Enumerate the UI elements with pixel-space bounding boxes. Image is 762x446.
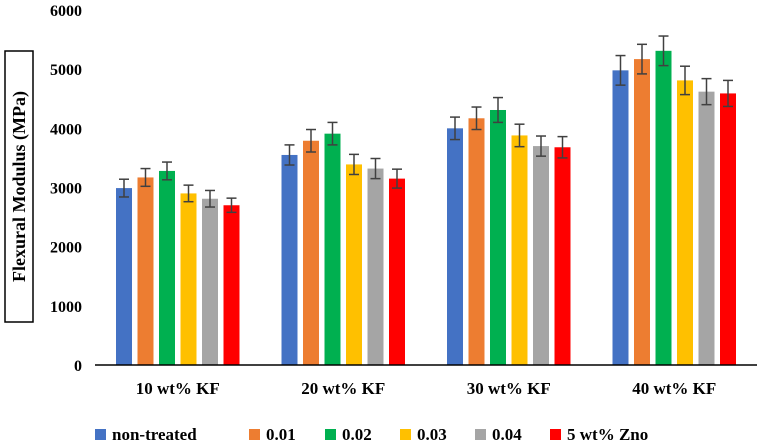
error-bar xyxy=(349,153,359,176)
error-bar xyxy=(284,144,295,166)
bar xyxy=(447,128,463,365)
bar xyxy=(720,93,736,366)
legend-swatch xyxy=(95,429,106,440)
error-bar xyxy=(119,178,129,198)
y-tick-label: 5000 xyxy=(50,62,82,79)
bar xyxy=(223,205,240,365)
error-bar xyxy=(637,43,647,75)
error-bar xyxy=(306,128,316,153)
legend-item: non-treated xyxy=(95,425,197,444)
error-bar xyxy=(680,65,690,96)
bar xyxy=(698,91,715,366)
category-label: 20 wt% KF xyxy=(301,379,385,398)
error-bar xyxy=(183,184,194,203)
category-labels: 10 wt% KF 20 wt% KF 30 wt% KF 40 wt% KF xyxy=(136,379,717,398)
bar xyxy=(533,146,549,365)
category-label: 10 wt% KF xyxy=(136,379,220,398)
error-bar xyxy=(450,116,460,141)
error-bar xyxy=(327,121,338,146)
legend-item: 0.04 xyxy=(475,425,522,444)
legend-swatch xyxy=(249,429,260,440)
error-bar xyxy=(162,161,172,181)
legend-swatch xyxy=(400,429,411,440)
legend-label: non-treated xyxy=(112,425,197,444)
y-tick-label: 3000 xyxy=(50,181,82,198)
legend-item: 0.03 xyxy=(400,425,447,444)
error-bar xyxy=(514,123,525,148)
legend-swatch xyxy=(325,429,336,440)
error-bar xyxy=(471,106,482,131)
bar xyxy=(490,109,506,365)
legend-swatch xyxy=(550,429,561,440)
legend-item: 0.02 xyxy=(325,425,372,444)
error-bar-group xyxy=(119,35,733,214)
bar xyxy=(202,198,218,365)
legend-label: 5 wt% Zno xyxy=(567,425,648,444)
bar-series-group xyxy=(116,50,736,366)
error-bar xyxy=(701,77,712,106)
bar xyxy=(137,177,154,365)
bar xyxy=(677,80,693,366)
legend-label: 0.03 xyxy=(417,425,447,444)
error-bar xyxy=(226,197,237,214)
error-bar xyxy=(205,189,215,208)
bar xyxy=(367,168,384,365)
error-bar xyxy=(557,135,568,159)
legend-label: 0.02 xyxy=(342,425,372,444)
y-axis-title-text: Flexural Modulus (MPa) xyxy=(9,91,30,282)
legend-item: 5 wt% Zno xyxy=(550,425,648,444)
error-bar xyxy=(658,35,669,67)
bar xyxy=(303,140,319,365)
error-bar xyxy=(493,96,503,124)
error-bar xyxy=(723,79,733,108)
y-tick-label: 1000 xyxy=(50,299,82,316)
bar xyxy=(511,135,528,365)
y-axis-ticks: 0 1000 2000 3000 4000 5000 6000 xyxy=(50,3,82,375)
legend-label: 0.01 xyxy=(266,425,296,444)
y-tick-label: 0 xyxy=(74,358,82,375)
y-axis-title: Flexural Modulus (MPa) xyxy=(4,50,34,323)
y-axis-title-box xyxy=(4,50,34,323)
y-tick-label: 6000 xyxy=(50,3,82,20)
legend: non-treated 0.01 0.02 0.03 0.04 5 wt% Zno xyxy=(95,425,648,444)
bar xyxy=(634,59,650,365)
y-tick-label: 4000 xyxy=(50,121,82,138)
bar xyxy=(468,118,485,366)
bar xyxy=(324,133,341,365)
legend-swatch xyxy=(475,429,486,440)
error-bar xyxy=(536,135,546,157)
legend-item: 0.01 xyxy=(249,425,296,444)
legend-label: 0.04 xyxy=(492,425,522,444)
bar xyxy=(159,170,175,365)
error-bar xyxy=(615,54,626,86)
bar xyxy=(389,178,405,365)
error-bar xyxy=(392,168,402,189)
bar xyxy=(612,70,629,365)
bar xyxy=(346,164,362,365)
error-bar xyxy=(370,157,381,180)
category-label: 30 wt% KF xyxy=(467,379,551,398)
bar xyxy=(116,188,132,365)
bar xyxy=(180,193,197,365)
bar xyxy=(655,50,672,365)
category-label: 40 wt% KF xyxy=(632,379,716,398)
bar xyxy=(281,154,298,365)
error-bar xyxy=(140,167,151,188)
bar xyxy=(554,147,571,365)
y-tick-label: 2000 xyxy=(50,240,82,257)
